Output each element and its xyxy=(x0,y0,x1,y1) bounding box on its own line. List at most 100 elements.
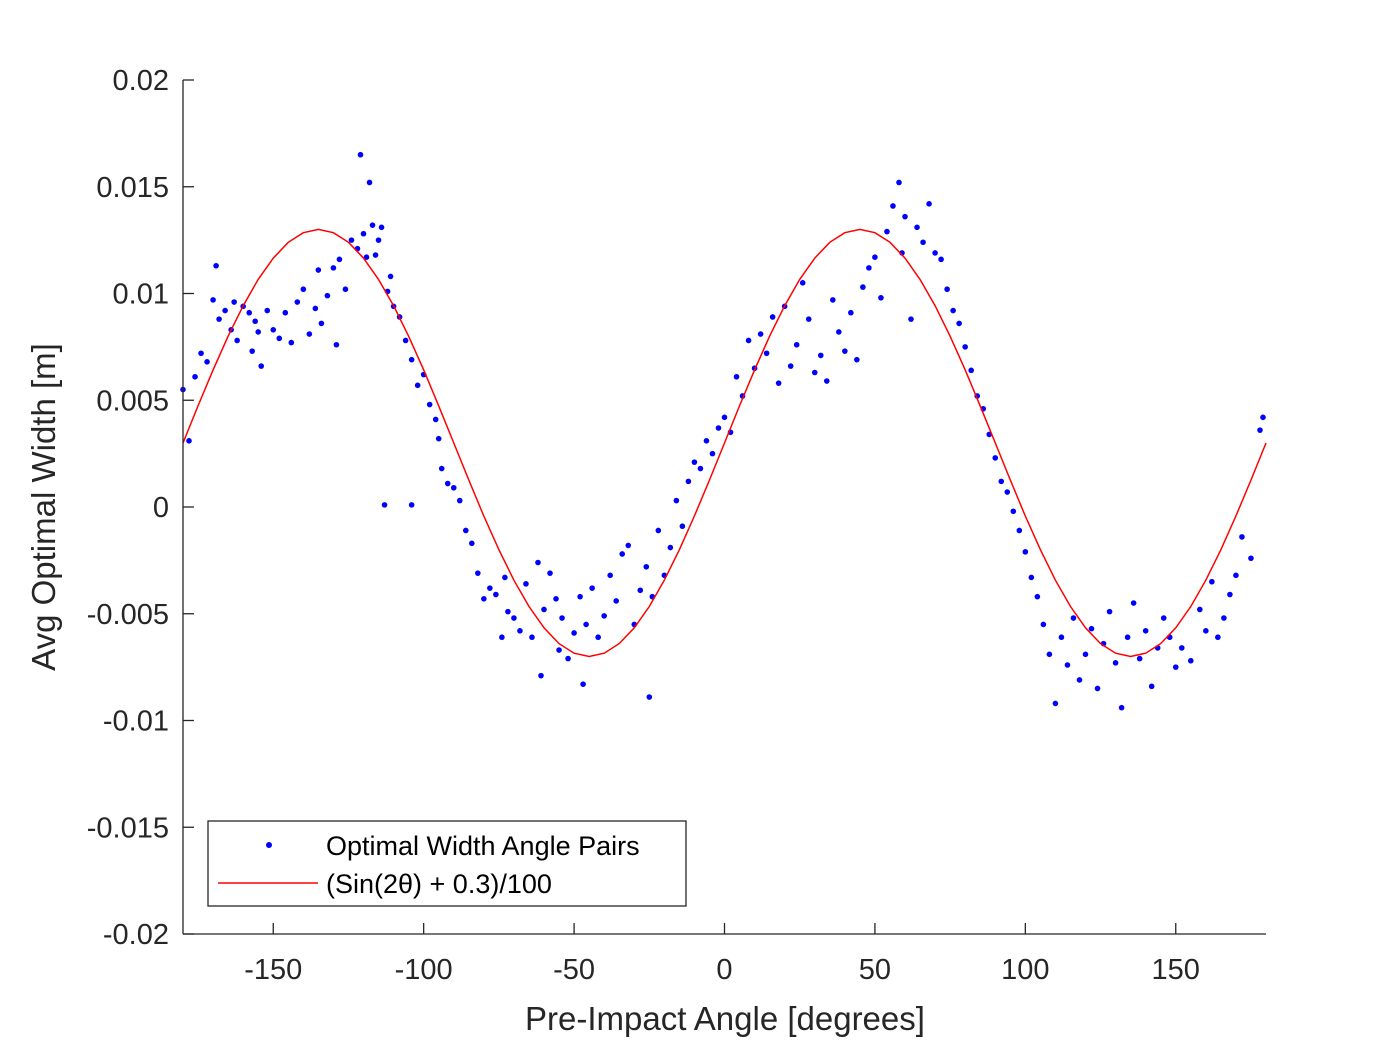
scatter-point xyxy=(619,551,626,557)
scatter-point xyxy=(703,438,710,444)
scatter-point xyxy=(213,262,219,269)
scatter-point xyxy=(499,634,505,641)
scatter-point xyxy=(222,307,228,314)
scatter-point xyxy=(1136,655,1143,662)
scatter-point xyxy=(1040,621,1047,628)
scatter-point xyxy=(589,585,595,591)
scatter-point xyxy=(366,179,373,186)
scatter-point xyxy=(556,647,562,653)
scatter-point xyxy=(721,414,728,421)
scatter-point xyxy=(733,373,740,380)
x-tick-label: -100 xyxy=(395,954,453,986)
scatter-point xyxy=(1239,534,1245,540)
scatter-point xyxy=(1248,555,1254,562)
scatter-point xyxy=(264,307,271,314)
scatter-point xyxy=(426,401,433,408)
scatter-point xyxy=(192,373,198,380)
scatter-point xyxy=(1010,508,1017,515)
scatter-point xyxy=(336,256,343,263)
scatter-point xyxy=(944,286,950,293)
scatter-point xyxy=(625,542,632,549)
scatter-point xyxy=(438,465,445,472)
scatter-point xyxy=(577,593,583,600)
scatter-point xyxy=(673,497,680,504)
scatter-point xyxy=(372,252,379,258)
scatter-point xyxy=(300,286,307,293)
scatter-point xyxy=(817,352,824,359)
scatter-point xyxy=(769,314,776,320)
scatter-point xyxy=(646,694,653,700)
scatter-point xyxy=(450,484,457,491)
y-tick-label: 0 xyxy=(153,492,169,524)
y-tick-label: 0.01 xyxy=(113,279,169,311)
scatter-point xyxy=(1260,414,1266,421)
scatter-point xyxy=(435,435,442,442)
scatter-point xyxy=(872,254,878,261)
scatter-point xyxy=(360,230,367,237)
x-tick-label: -50 xyxy=(553,954,595,986)
scatter-point xyxy=(823,378,830,384)
y-tick-label: 0.005 xyxy=(96,385,169,417)
scatter-point xyxy=(1118,704,1125,711)
scatter-point xyxy=(793,341,800,348)
scatter-point xyxy=(414,382,421,389)
scatter-point xyxy=(475,570,481,576)
scatter-point xyxy=(1046,651,1053,658)
scatter-point xyxy=(408,502,415,508)
scatter-point xyxy=(487,585,493,591)
scatter-point xyxy=(1209,578,1215,585)
scatter-point xyxy=(956,320,962,327)
y-tick-label: -0.01 xyxy=(103,706,169,738)
scatter-point xyxy=(1028,574,1035,581)
scatter-point xyxy=(595,634,601,641)
scatter-point xyxy=(580,681,586,688)
scatter-point xyxy=(348,237,355,243)
scatter-point xyxy=(333,341,340,348)
scatter-point xyxy=(444,480,451,487)
x-tick-label: 50 xyxy=(859,954,891,986)
scatter-point xyxy=(493,591,499,598)
scatter-point xyxy=(565,655,571,662)
scatter-point xyxy=(938,256,944,263)
scatter-point xyxy=(216,316,222,322)
scatter-point xyxy=(318,320,325,327)
scatter-point xyxy=(805,316,812,322)
scatter-point xyxy=(848,309,854,316)
scatter-point xyxy=(252,318,258,325)
scatter-point xyxy=(968,367,974,374)
scatter-point xyxy=(860,284,866,290)
scatter-point xyxy=(667,544,674,551)
scatter-point xyxy=(306,331,313,337)
scatter-point xyxy=(992,455,999,461)
scatter-point xyxy=(1088,625,1095,632)
scatter-point xyxy=(866,265,872,271)
scatter-point xyxy=(186,438,192,444)
scatter-point xyxy=(1022,549,1029,555)
scatter-point xyxy=(830,297,836,303)
scatter-point xyxy=(312,305,319,312)
axes: -0.02 -0.015 -0.01 -0.005 0 0.005 0.01 0.015 0.0… xyxy=(87,65,1266,986)
scatter-point xyxy=(745,337,752,344)
scatter-point xyxy=(1227,591,1233,598)
scatter-point xyxy=(757,331,764,337)
scatter-point xyxy=(462,527,469,534)
scatter-point xyxy=(198,350,204,357)
scatter-point xyxy=(1221,615,1227,621)
scatter-point xyxy=(231,299,237,305)
x-tick-label: 100 xyxy=(1001,954,1049,986)
scatter-point xyxy=(1064,662,1071,668)
scatter-point xyxy=(775,380,782,386)
scatter-point xyxy=(1257,427,1263,433)
scatter-point xyxy=(1197,606,1203,613)
scatter-point xyxy=(1124,634,1131,641)
scatter-point xyxy=(505,608,511,615)
scatter-point xyxy=(481,596,487,602)
y-tick-label: 0.02 xyxy=(113,65,169,97)
scatter-point xyxy=(1233,572,1239,579)
scatter-point xyxy=(357,151,364,158)
scatter-point xyxy=(1004,489,1011,495)
legend-marker-scatter xyxy=(266,842,272,848)
scatter-point xyxy=(1106,608,1113,615)
scatter-point xyxy=(1070,615,1077,621)
